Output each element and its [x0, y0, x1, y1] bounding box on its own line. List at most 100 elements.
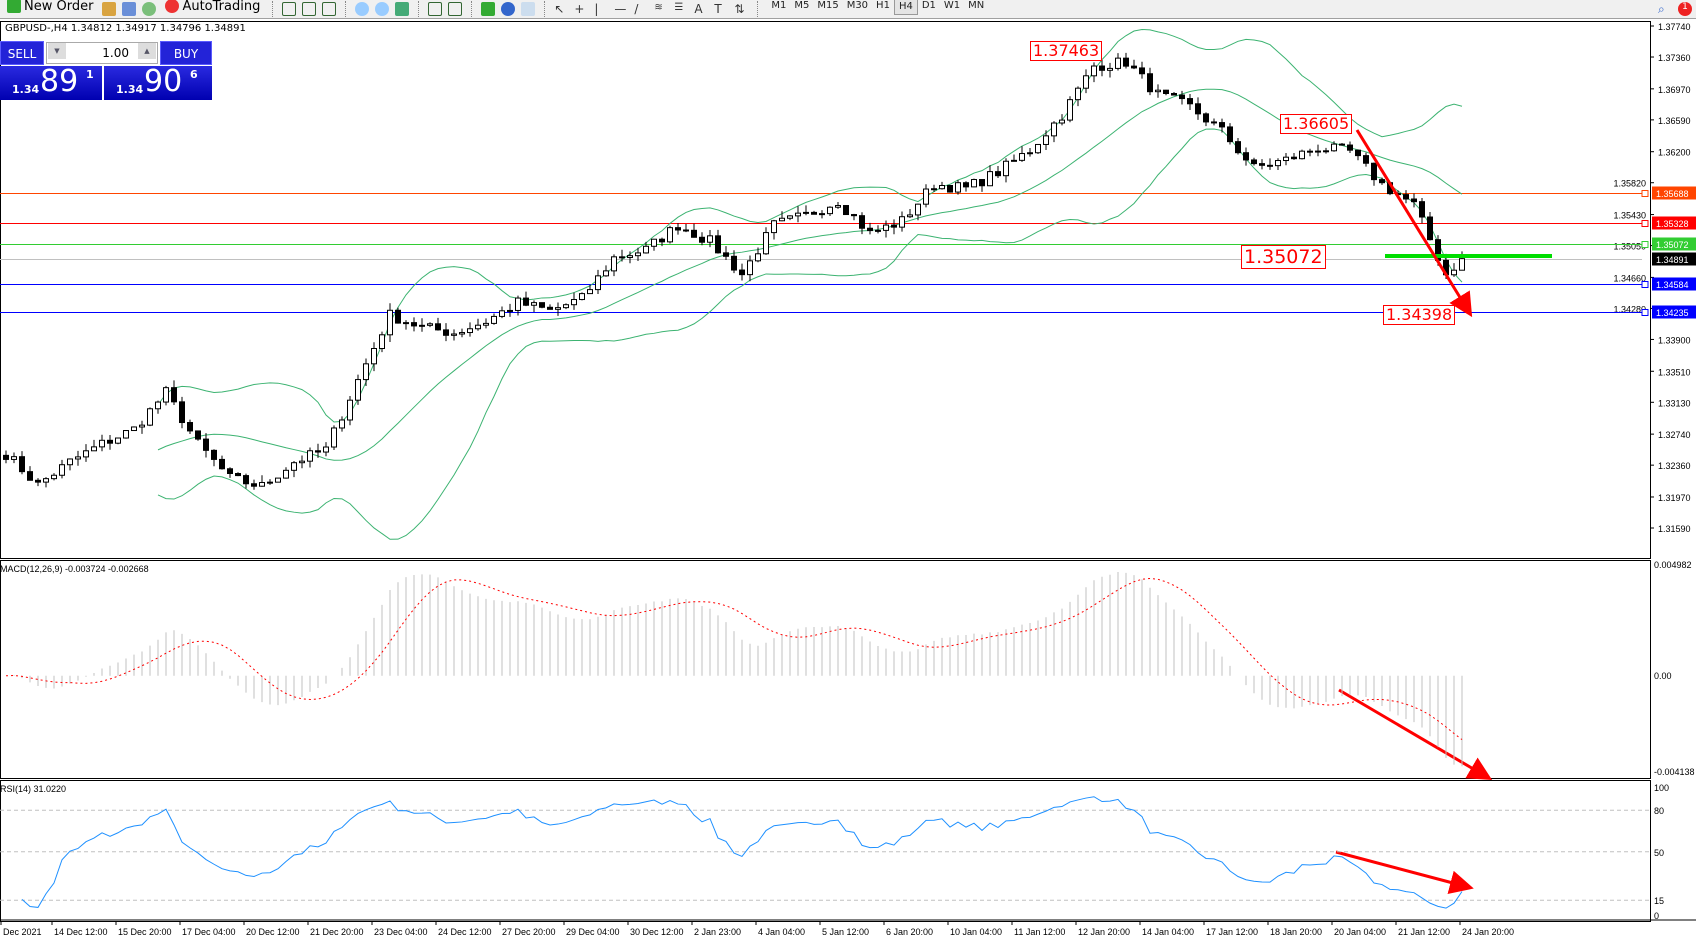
equidistant-channel-icon[interactable]: ≋: [654, 2, 663, 13]
price-tick-label: 1.36200: [1658, 148, 1691, 158]
indicators-icon[interactable]: [481, 2, 496, 16]
candle-body: [1283, 156, 1289, 162]
zoom-out-icon[interactable]: [375, 2, 390, 16]
notification-badge[interactable]: 1: [1678, 2, 1692, 16]
candle-body: [987, 171, 993, 187]
candle-body: [523, 297, 529, 306]
sell-price-pips: 89: [40, 64, 79, 99]
sell-price[interactable]: 1.34 89 1: [0, 64, 102, 100]
candle-body: [1179, 94, 1185, 100]
candle-body: [835, 205, 841, 208]
annotation-support[interactable]: 1.35072: [1241, 245, 1326, 269]
candle-body: [1411, 198, 1417, 203]
autotrading-icon: [165, 0, 180, 13]
chart-shift-icon[interactable]: [448, 2, 463, 16]
candle-body: [139, 424, 145, 428]
sell-price-fraction: 1: [86, 68, 94, 81]
arrows-icon[interactable]: ⇅: [734, 2, 745, 16]
auto-scroll-icon[interactable]: [428, 2, 443, 16]
candle-body: [483, 322, 489, 326]
price-down-arrow: [1355, 129, 1473, 318]
candle-body: [1235, 141, 1241, 154]
timeframe-m5[interactable]: M5: [794, 0, 810, 11]
candle-body: [1371, 162, 1377, 181]
trendline-icon[interactable]: /: [634, 2, 639, 16]
candle-body: [1123, 57, 1129, 67]
rsi-axis-label: 15: [1654, 896, 1664, 906]
candle-body: [1379, 179, 1385, 184]
timeframe-h1[interactable]: H1: [876, 0, 890, 11]
crosshair-icon[interactable]: +: [574, 2, 585, 16]
sell-button[interactable]: SELL: [0, 41, 44, 65]
annotation-low[interactable]: 1.34398: [1383, 305, 1456, 325]
annotation-swing-high[interactable]: 1.36605: [1280, 114, 1353, 134]
line-chart-icon[interactable]: [322, 2, 337, 16]
price-tick-label: 1.37740: [1658, 22, 1691, 32]
timeframe-d1[interactable]: D1: [921, 0, 936, 11]
candle-body: [619, 256, 625, 259]
time-tick-label: 15 Dec 20:00: [118, 927, 172, 937]
candle-body: [467, 328, 473, 334]
candle-body: [1099, 65, 1105, 71]
lot-size-input[interactable]: 1.00: [46, 42, 158, 64]
timeframe-w1[interactable]: W1: [943, 0, 961, 11]
zoom-in-icon[interactable]: [355, 2, 370, 16]
timeframe-m15[interactable]: M15: [817, 0, 839, 11]
search-icon[interactable]: ⌕: [1658, 2, 1665, 16]
buy-button[interactable]: BUY: [160, 41, 212, 65]
periods-icon[interactable]: [501, 2, 516, 16]
candle-body: [355, 379, 361, 401]
price-tick-label: 1.31970: [1658, 493, 1691, 503]
candle-body: [707, 235, 713, 243]
lot-decrease-button[interactable]: ▼: [48, 43, 66, 59]
candle-body: [1243, 152, 1249, 161]
candlestick-icon[interactable]: [302, 2, 317, 16]
fibonacci-icon[interactable]: ☰: [674, 2, 684, 13]
price-level-badge: [1652, 186, 1696, 200]
autotrading-button[interactable]: AutoTrading: [162, 0, 263, 15]
tile-windows-icon[interactable]: [395, 2, 410, 16]
horizontal-line-icon[interactable]: —: [614, 2, 627, 16]
price-tick-label: 1.32360: [1658, 461, 1691, 471]
market-watch-icon[interactable]: [102, 2, 117, 16]
candle-body: [107, 439, 113, 444]
navigator-icon[interactable]: [122, 2, 137, 16]
price-level-label: 1.35688: [1656, 189, 1689, 199]
signals-icon[interactable]: [142, 2, 157, 16]
candle-body: [843, 205, 849, 216]
new-order-button[interactable]: New Order: [4, 0, 96, 15]
text-icon[interactable]: A: [694, 2, 703, 16]
rsi-down-arrow: [1335, 850, 1474, 894]
candle-body: [763, 232, 769, 255]
time-tick-label: 5 Jan 12:00: [822, 927, 869, 937]
macd-label: MACD(12,26,9) -0.003724 -0.002668: [0, 564, 149, 574]
annotation-high[interactable]: 1.37463: [1030, 41, 1103, 61]
candle-body: [1131, 65, 1137, 69]
candle-body: [1067, 99, 1073, 121]
candle-body: [747, 260, 753, 276]
candles: [3, 52, 1465, 490]
timeframe-mn[interactable]: MN: [968, 0, 985, 11]
timeframe-h4[interactable]: H4: [893, 0, 918, 15]
bollinger-lower-band: [157, 128, 1463, 540]
candle-body: [875, 229, 881, 232]
candle-body: [547, 306, 553, 310]
candle-body: [275, 477, 281, 483]
candle-body: [115, 437, 121, 444]
text-label-icon[interactable]: T: [714, 2, 722, 16]
cursor-icon[interactable]: ↖: [554, 2, 565, 16]
bar-chart-icon[interactable]: [282, 2, 297, 16]
macd-axis-label: 0.00: [1654, 671, 1672, 681]
time-tick-label: 18 Jan 20:00: [1270, 927, 1322, 937]
vertical-line-icon[interactable]: |: [594, 2, 599, 16]
timeframe-m1[interactable]: M1: [771, 0, 787, 11]
lot-increase-button[interactable]: ▲: [138, 43, 156, 59]
candle-body: [83, 450, 89, 458]
price-tick-label: 1.33130: [1658, 398, 1691, 408]
templates-icon[interactable]: [521, 2, 536, 16]
buy-price[interactable]: 1.34 90 6: [104, 64, 212, 100]
timeframe-m30[interactable]: M30: [846, 0, 869, 11]
candle-body: [1299, 150, 1305, 160]
candle-body: [291, 462, 297, 471]
